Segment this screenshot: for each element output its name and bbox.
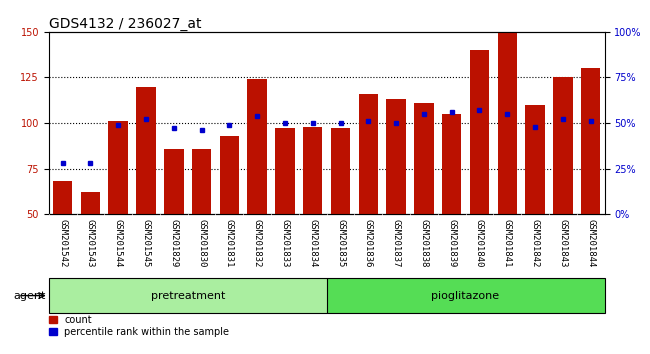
Bar <box>53 181 72 214</box>
Bar <box>220 136 239 214</box>
Bar <box>470 50 489 214</box>
Text: GSM201542: GSM201542 <box>58 219 67 268</box>
Text: GSM201834: GSM201834 <box>308 219 317 268</box>
Text: GSM201835: GSM201835 <box>336 219 345 268</box>
Bar <box>136 86 156 214</box>
Bar <box>553 78 573 214</box>
Text: GSM201829: GSM201829 <box>169 219 178 268</box>
Text: agent: agent <box>14 291 46 301</box>
Text: GSM201830: GSM201830 <box>197 219 206 268</box>
Text: GDS4132 / 236027_at: GDS4132 / 236027_at <box>49 17 202 31</box>
Text: GSM201836: GSM201836 <box>364 219 373 268</box>
Bar <box>275 129 294 214</box>
Text: GSM201831: GSM201831 <box>225 219 234 268</box>
Bar <box>109 121 128 214</box>
Text: GSM201832: GSM201832 <box>253 219 262 268</box>
Text: GSM201833: GSM201833 <box>280 219 289 268</box>
Text: pioglitazone: pioglitazone <box>432 291 500 301</box>
Bar <box>164 149 183 214</box>
Bar <box>303 127 322 214</box>
Text: pretreatment: pretreatment <box>151 291 225 301</box>
Bar <box>192 149 211 214</box>
Text: GSM201842: GSM201842 <box>530 219 540 268</box>
Bar <box>414 103 434 214</box>
Bar <box>331 129 350 214</box>
Legend: count, percentile rank within the sample: count, percentile rank within the sample <box>49 315 229 337</box>
Text: GSM201837: GSM201837 <box>391 219 400 268</box>
Text: GSM201840: GSM201840 <box>475 219 484 268</box>
Text: GSM201839: GSM201839 <box>447 219 456 268</box>
Text: GSM201844: GSM201844 <box>586 219 595 268</box>
Bar <box>49 278 326 313</box>
Text: GSM201838: GSM201838 <box>419 219 428 268</box>
Bar <box>386 99 406 214</box>
Text: GSM201843: GSM201843 <box>558 219 567 268</box>
Bar <box>581 68 601 214</box>
Text: GSM201544: GSM201544 <box>114 219 123 268</box>
Bar <box>326 278 604 313</box>
Bar <box>248 79 267 214</box>
Bar <box>81 192 100 214</box>
Text: GSM201545: GSM201545 <box>142 219 151 268</box>
Bar <box>442 114 462 214</box>
Text: GSM201841: GSM201841 <box>502 219 512 268</box>
Text: GSM201543: GSM201543 <box>86 219 95 268</box>
Bar <box>359 94 378 214</box>
Bar <box>497 32 517 214</box>
Bar <box>525 105 545 214</box>
